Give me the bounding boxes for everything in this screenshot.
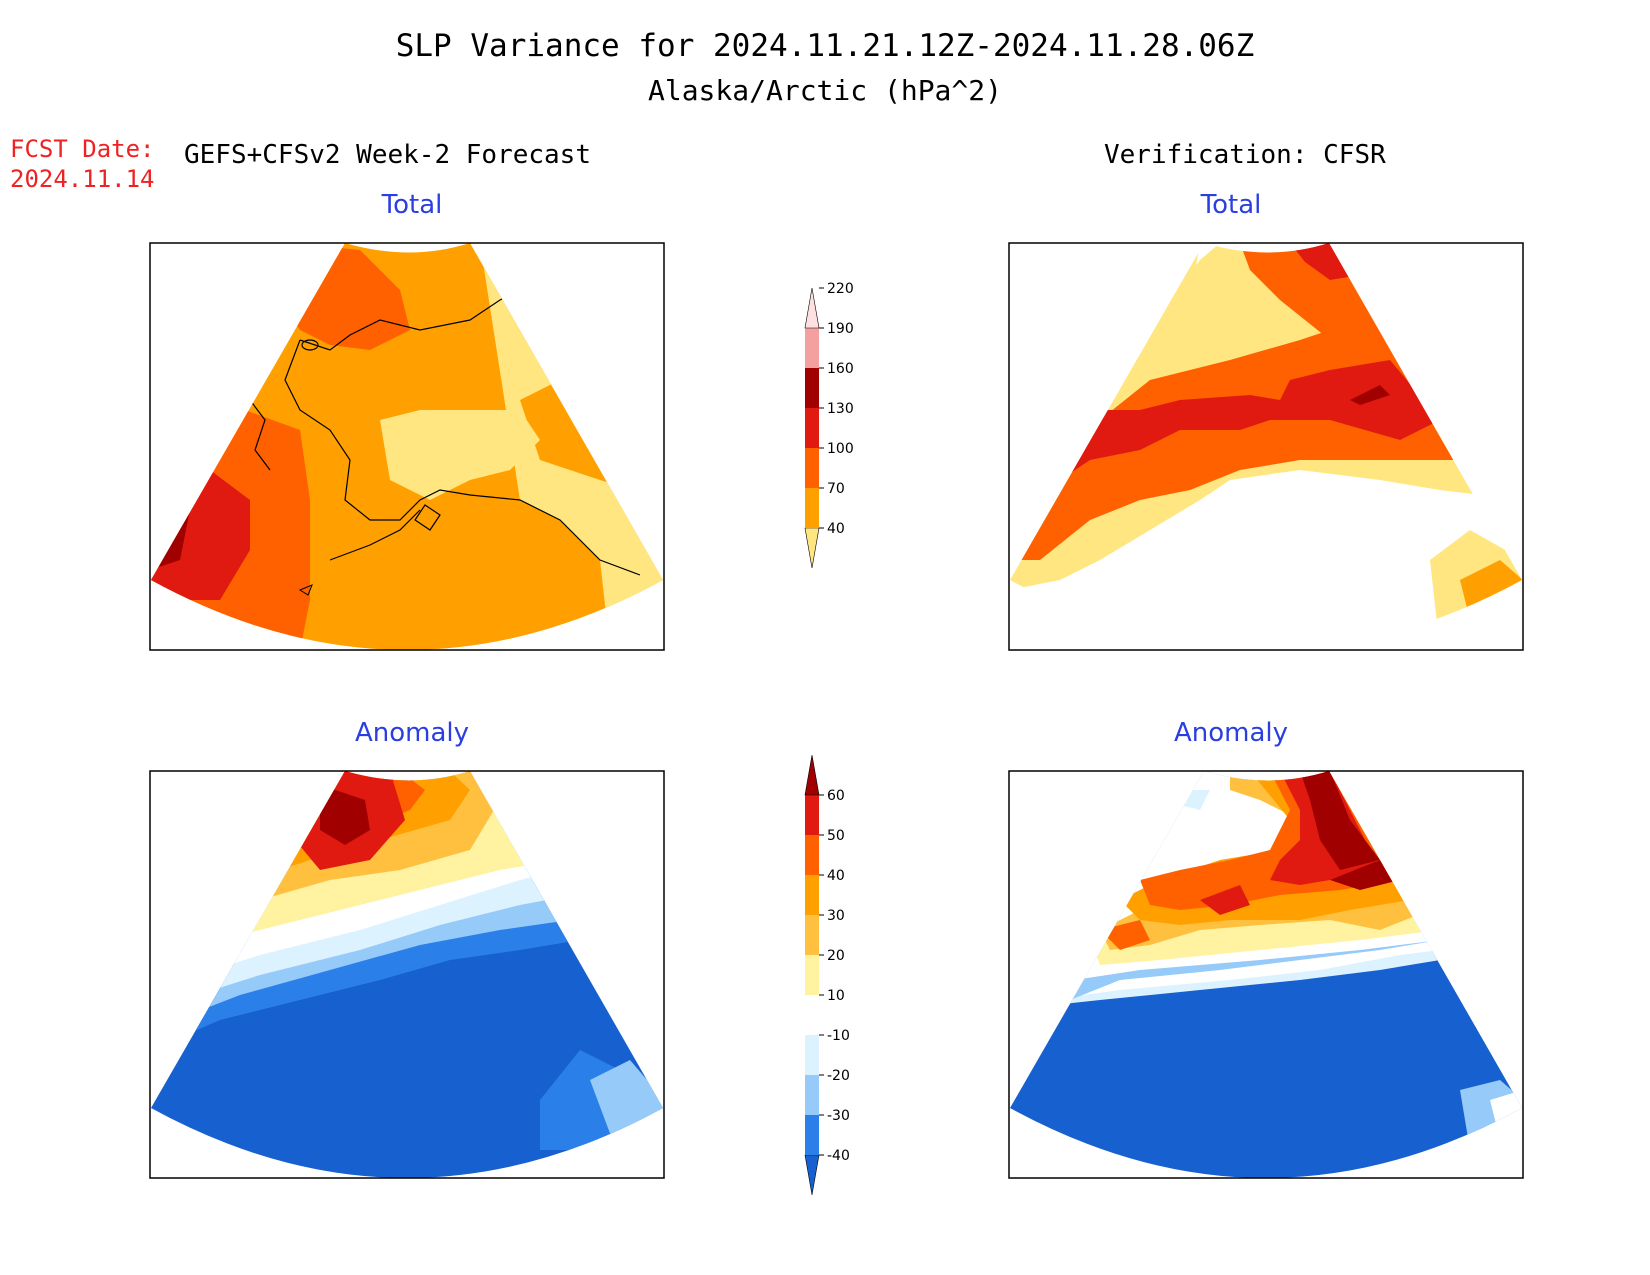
colorbar-anomaly-segment: [804, 754, 820, 796]
colorbar-total-segment: [805, 328, 819, 368]
colorbar-total-segment: [805, 488, 819, 528]
colorbar-total-tick-label: 70: [827, 481, 845, 497]
chart-subtitle: Alaska/Arctic (hPa^2): [647, 74, 1002, 107]
forecast-date-block: FCST Date: 2024.11.14: [10, 134, 155, 194]
colorbar-anomaly-segment: [805, 1115, 819, 1155]
forecast-anomaly-title: Anomaly: [354, 718, 470, 748]
colorbar-anomaly-segment: [805, 1035, 819, 1075]
colorbar-total-segment: [804, 527, 820, 569]
colorbar-total-tick-label: 220: [827, 281, 854, 297]
colorbar-anomaly-segment: [805, 915, 819, 955]
forecast-date-label: FCST Date:: [10, 135, 155, 163]
colorbar-anomaly-segment: [805, 995, 819, 1035]
colorbar-anomaly: -40 -30 -20 -10 10 20 30 40 50 60: [804, 754, 850, 1196]
verification-anomaly-title: Anomaly: [1173, 718, 1289, 748]
colorbar-anomaly-segment: [805, 955, 819, 995]
verification-column-header: Verification: CFSR: [1104, 140, 1386, 170]
colorbar-anomaly-tick-label: -30: [827, 1108, 850, 1124]
forecast-total-title: Total: [381, 190, 443, 220]
colorbar-total-segment: [805, 408, 819, 448]
colorbar-total-tick-label: 100: [827, 441, 854, 457]
colorbar-anomaly-segment: [805, 1075, 819, 1115]
colorbar-anomaly-tick-label: 30: [827, 908, 845, 924]
forecast-total-map: [149, 242, 665, 651]
colorbar-anomaly-tick-label: 20: [827, 948, 845, 964]
colorbar-total-segment: [804, 287, 820, 329]
colorbar-anomaly-segment: [805, 875, 819, 915]
colorbar-anomaly-tick-label: 40: [827, 868, 845, 884]
colorbar-anomaly-segment: [804, 1154, 820, 1196]
colorbar-anomaly-tick-label: 10: [827, 988, 845, 1004]
forecast-date-value: 2024.11.14: [10, 165, 155, 193]
colorbar-total-tick-label: 160: [827, 361, 854, 377]
colorbar-anomaly-tick-label: 50: [827, 828, 845, 844]
colorbar-anomaly-tick-label: -10: [827, 1028, 850, 1044]
colorbar-anomaly-tick-label: 60: [827, 788, 845, 804]
verification-total-title: Total: [1200, 190, 1262, 220]
colorbar-total-segment: [805, 368, 819, 408]
colorbar-total-segment: [805, 448, 819, 488]
verification-anomaly-map: [1008, 770, 1524, 1179]
colorbar-anomaly-segment: [805, 835, 819, 875]
colorbar-total: 40 70 100 130 160 190 220: [804, 281, 854, 569]
colorbar-anomaly-tick-label: -40: [827, 1148, 850, 1164]
colorbar-total-tick-label: 40: [827, 521, 845, 537]
forecast-column-header: GEFS+CFSv2 Week-2 Forecast: [184, 140, 591, 170]
colorbar-total-tick-label: 190: [827, 321, 854, 337]
forecast-anomaly-map: [149, 770, 665, 1179]
verification-total-map: [1008, 242, 1524, 651]
colorbar-anomaly-segment: [805, 795, 819, 835]
chart-title: SLP Variance for 2024.11.21.12Z-2024.11.…: [395, 28, 1255, 64]
colorbar-total-tick-label: 130: [827, 401, 854, 417]
colorbar-anomaly-tick-label: -20: [827, 1068, 850, 1084]
